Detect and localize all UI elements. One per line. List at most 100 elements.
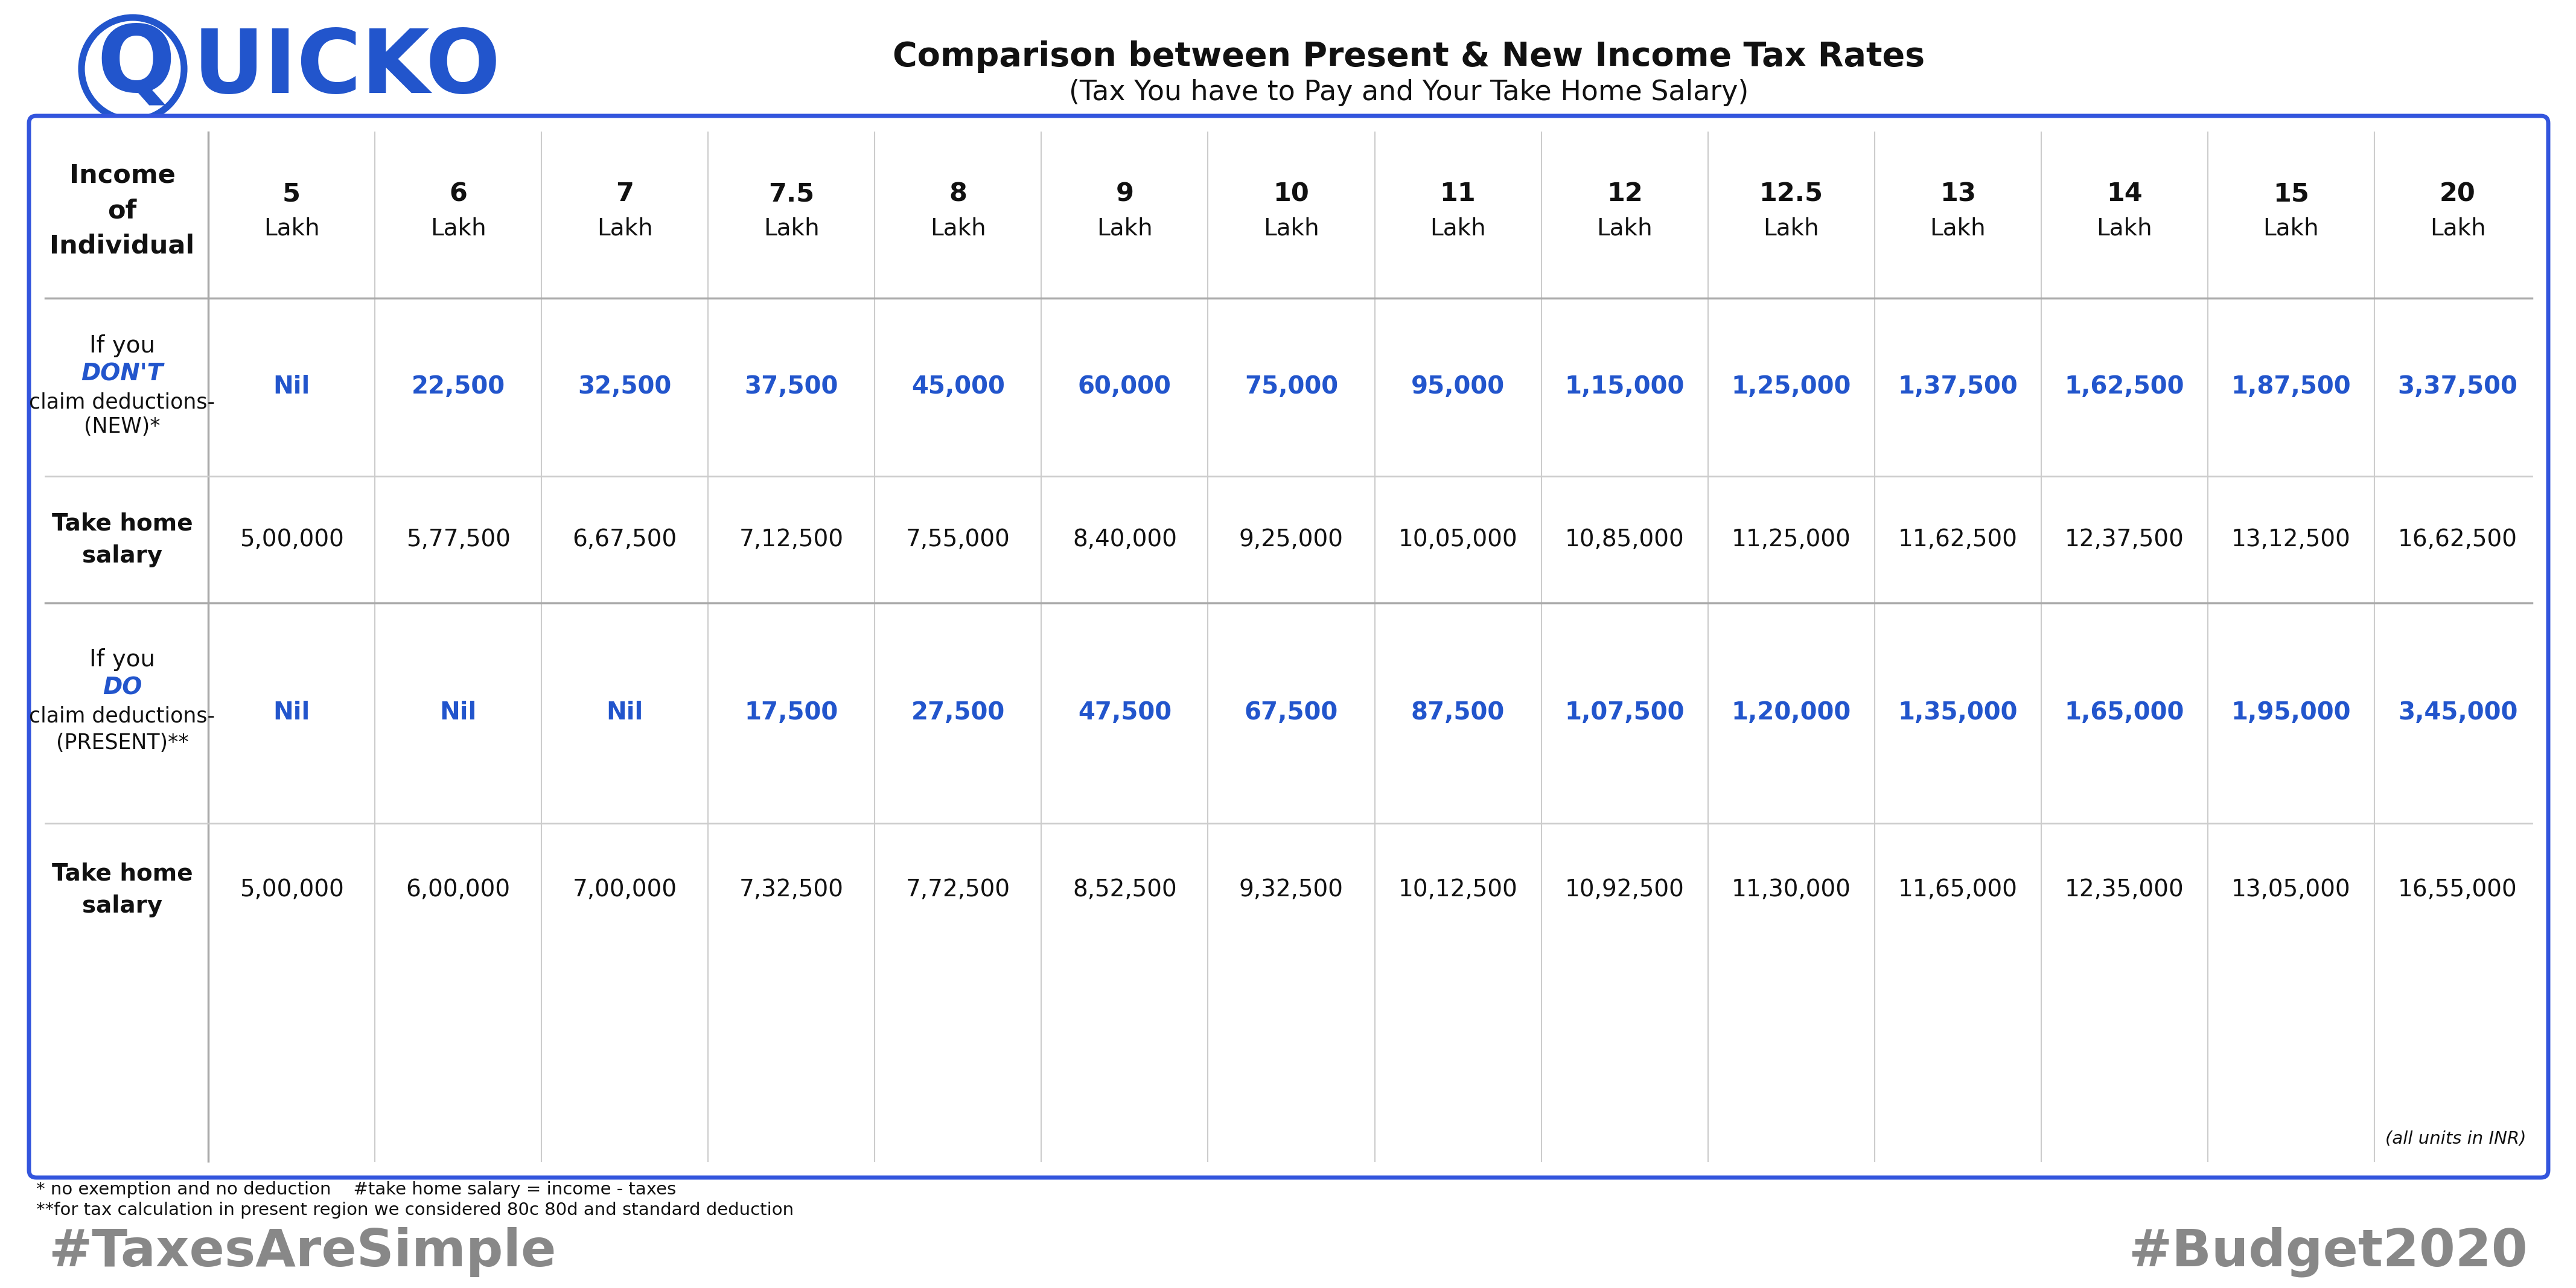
Text: 1,87,500: 1,87,500 (2231, 375, 2352, 399)
Text: 1,07,500: 1,07,500 (1564, 701, 1685, 725)
Text: DO: DO (103, 676, 142, 699)
Text: 7,72,500: 7,72,500 (907, 878, 1010, 902)
Text: Take home
salary: Take home salary (52, 862, 193, 917)
Text: 11,25,000: 11,25,000 (1731, 528, 1852, 551)
Text: 9: 9 (1115, 182, 1133, 206)
Text: 7,12,500: 7,12,500 (739, 528, 845, 551)
Text: 15: 15 (2272, 182, 2308, 206)
Text: 8: 8 (948, 182, 966, 206)
Text: 1,35,000: 1,35,000 (1899, 701, 2017, 725)
FancyBboxPatch shape (28, 116, 2548, 1177)
Text: (Tax You have to Pay and Your Take Home Salary): (Tax You have to Pay and Your Take Home … (1069, 80, 1749, 107)
Text: 5,00,000: 5,00,000 (240, 528, 343, 551)
Text: 16,55,000: 16,55,000 (2398, 878, 2517, 902)
Text: 10,92,500: 10,92,500 (1564, 878, 1685, 902)
Text: 37,500: 37,500 (744, 375, 837, 399)
Text: Lakh: Lakh (2264, 218, 2318, 241)
Text: **for tax calculation in present region we considered 80c 80d and standard deduc: **for tax calculation in present region … (36, 1202, 793, 1218)
Text: 7.5: 7.5 (768, 182, 814, 206)
Text: Lakh: Lakh (430, 218, 487, 241)
Text: Lakh: Lakh (930, 218, 987, 241)
Text: (all units in INR): (all units in INR) (2385, 1131, 2527, 1148)
Text: 13: 13 (1940, 182, 1976, 206)
Text: 6,00,000: 6,00,000 (407, 878, 510, 902)
Text: claim deductions-: claim deductions- (28, 392, 216, 412)
Text: Comparison between Present & New Income Tax Rates: Comparison between Present & New Income … (894, 40, 1924, 73)
Text: 11,62,500: 11,62,500 (1899, 528, 2017, 551)
Text: 1,62,500: 1,62,500 (2063, 375, 2184, 399)
Text: Lakh: Lakh (2097, 218, 2154, 241)
Text: 1,20,000: 1,20,000 (1731, 701, 1852, 725)
Text: 11,30,000: 11,30,000 (1731, 878, 1852, 902)
Text: 22,500: 22,500 (412, 375, 505, 399)
Text: 45,000: 45,000 (912, 375, 1005, 399)
Text: claim deductions-: claim deductions- (28, 706, 216, 726)
Text: 11,65,000: 11,65,000 (1899, 878, 2017, 902)
Text: 3,37,500: 3,37,500 (2398, 375, 2517, 399)
Text: Nil: Nil (605, 701, 644, 725)
Text: Nil: Nil (440, 701, 477, 725)
Text: 87,500: 87,500 (1412, 701, 1504, 725)
Text: 12.5: 12.5 (1759, 182, 1824, 206)
Text: 1,95,000: 1,95,000 (2231, 701, 2352, 725)
Text: Lakh: Lakh (1597, 218, 1651, 241)
Text: Lakh: Lakh (263, 218, 319, 241)
Text: If you: If you (90, 335, 155, 358)
Text: Lakh: Lakh (1929, 218, 1986, 241)
Text: 1,37,500: 1,37,500 (1899, 375, 2017, 399)
Text: 95,000: 95,000 (1412, 375, 1504, 399)
Text: 32,500: 32,500 (577, 375, 672, 399)
Text: (NEW)*: (NEW)* (85, 416, 160, 437)
Text: 7: 7 (616, 182, 634, 206)
Text: 16,62,500: 16,62,500 (2398, 528, 2517, 551)
Text: 1,15,000: 1,15,000 (1564, 375, 1685, 399)
Text: (PRESENT)**: (PRESENT)** (57, 733, 188, 753)
Text: 27,500: 27,500 (912, 701, 1005, 725)
Text: 1,65,000: 1,65,000 (2063, 701, 2184, 725)
Text: If you: If you (90, 649, 155, 671)
Text: Lakh: Lakh (2429, 218, 2486, 241)
Text: Lakh: Lakh (1762, 218, 1819, 241)
Text: Nil: Nil (273, 375, 309, 399)
Text: 6,67,500: 6,67,500 (572, 528, 677, 551)
Text: 6: 6 (448, 182, 466, 206)
Text: 8,52,500: 8,52,500 (1072, 878, 1177, 902)
Text: 7,55,000: 7,55,000 (907, 528, 1010, 551)
Text: 1,25,000: 1,25,000 (1731, 375, 1852, 399)
Text: 14: 14 (2107, 182, 2143, 206)
Text: 9,32,500: 9,32,500 (1239, 878, 1345, 902)
Text: 10,85,000: 10,85,000 (1564, 528, 1685, 551)
Text: 5: 5 (283, 182, 301, 206)
Text: #Budget2020: #Budget2020 (2128, 1226, 2527, 1276)
Text: #TaxesAreSimple: #TaxesAreSimple (49, 1226, 556, 1276)
Text: 13,12,500: 13,12,500 (2231, 528, 2352, 551)
Text: 10,05,000: 10,05,000 (1399, 528, 1517, 551)
Text: Take home
salary: Take home salary (52, 513, 193, 567)
Text: 8,40,000: 8,40,000 (1072, 528, 1177, 551)
Text: 7,32,500: 7,32,500 (739, 878, 842, 902)
Text: * no exemption and no deduction    #take home salary = income - taxes: * no exemption and no deduction #take ho… (36, 1181, 675, 1198)
Text: 13,05,000: 13,05,000 (2231, 878, 2352, 902)
Text: 67,500: 67,500 (1244, 701, 1337, 725)
Text: Lakh: Lakh (1430, 218, 1486, 241)
Text: DON'T: DON'T (80, 362, 162, 385)
Text: 3,45,000: 3,45,000 (2398, 701, 2517, 725)
Text: 75,000: 75,000 (1244, 375, 1337, 399)
Text: 20: 20 (2439, 182, 2476, 206)
Text: Lakh: Lakh (598, 218, 652, 241)
Text: 12,37,500: 12,37,500 (2066, 528, 2184, 551)
Text: 5,77,500: 5,77,500 (407, 528, 510, 551)
Text: UICKO: UICKO (193, 26, 500, 111)
Text: 60,000: 60,000 (1077, 375, 1172, 399)
Text: 17,500: 17,500 (744, 701, 837, 725)
Text: 11: 11 (1440, 182, 1476, 206)
Text: Nil: Nil (273, 701, 309, 725)
Text: Lakh: Lakh (762, 218, 819, 241)
Text: Lakh: Lakh (1097, 218, 1151, 241)
Text: 47,500: 47,500 (1077, 701, 1172, 725)
Text: 10: 10 (1273, 182, 1309, 206)
Text: 12: 12 (1607, 182, 1643, 206)
Text: Income
of
Individual: Income of Individual (49, 162, 196, 259)
Text: 5,00,000: 5,00,000 (240, 878, 343, 902)
Text: Q: Q (98, 21, 175, 111)
